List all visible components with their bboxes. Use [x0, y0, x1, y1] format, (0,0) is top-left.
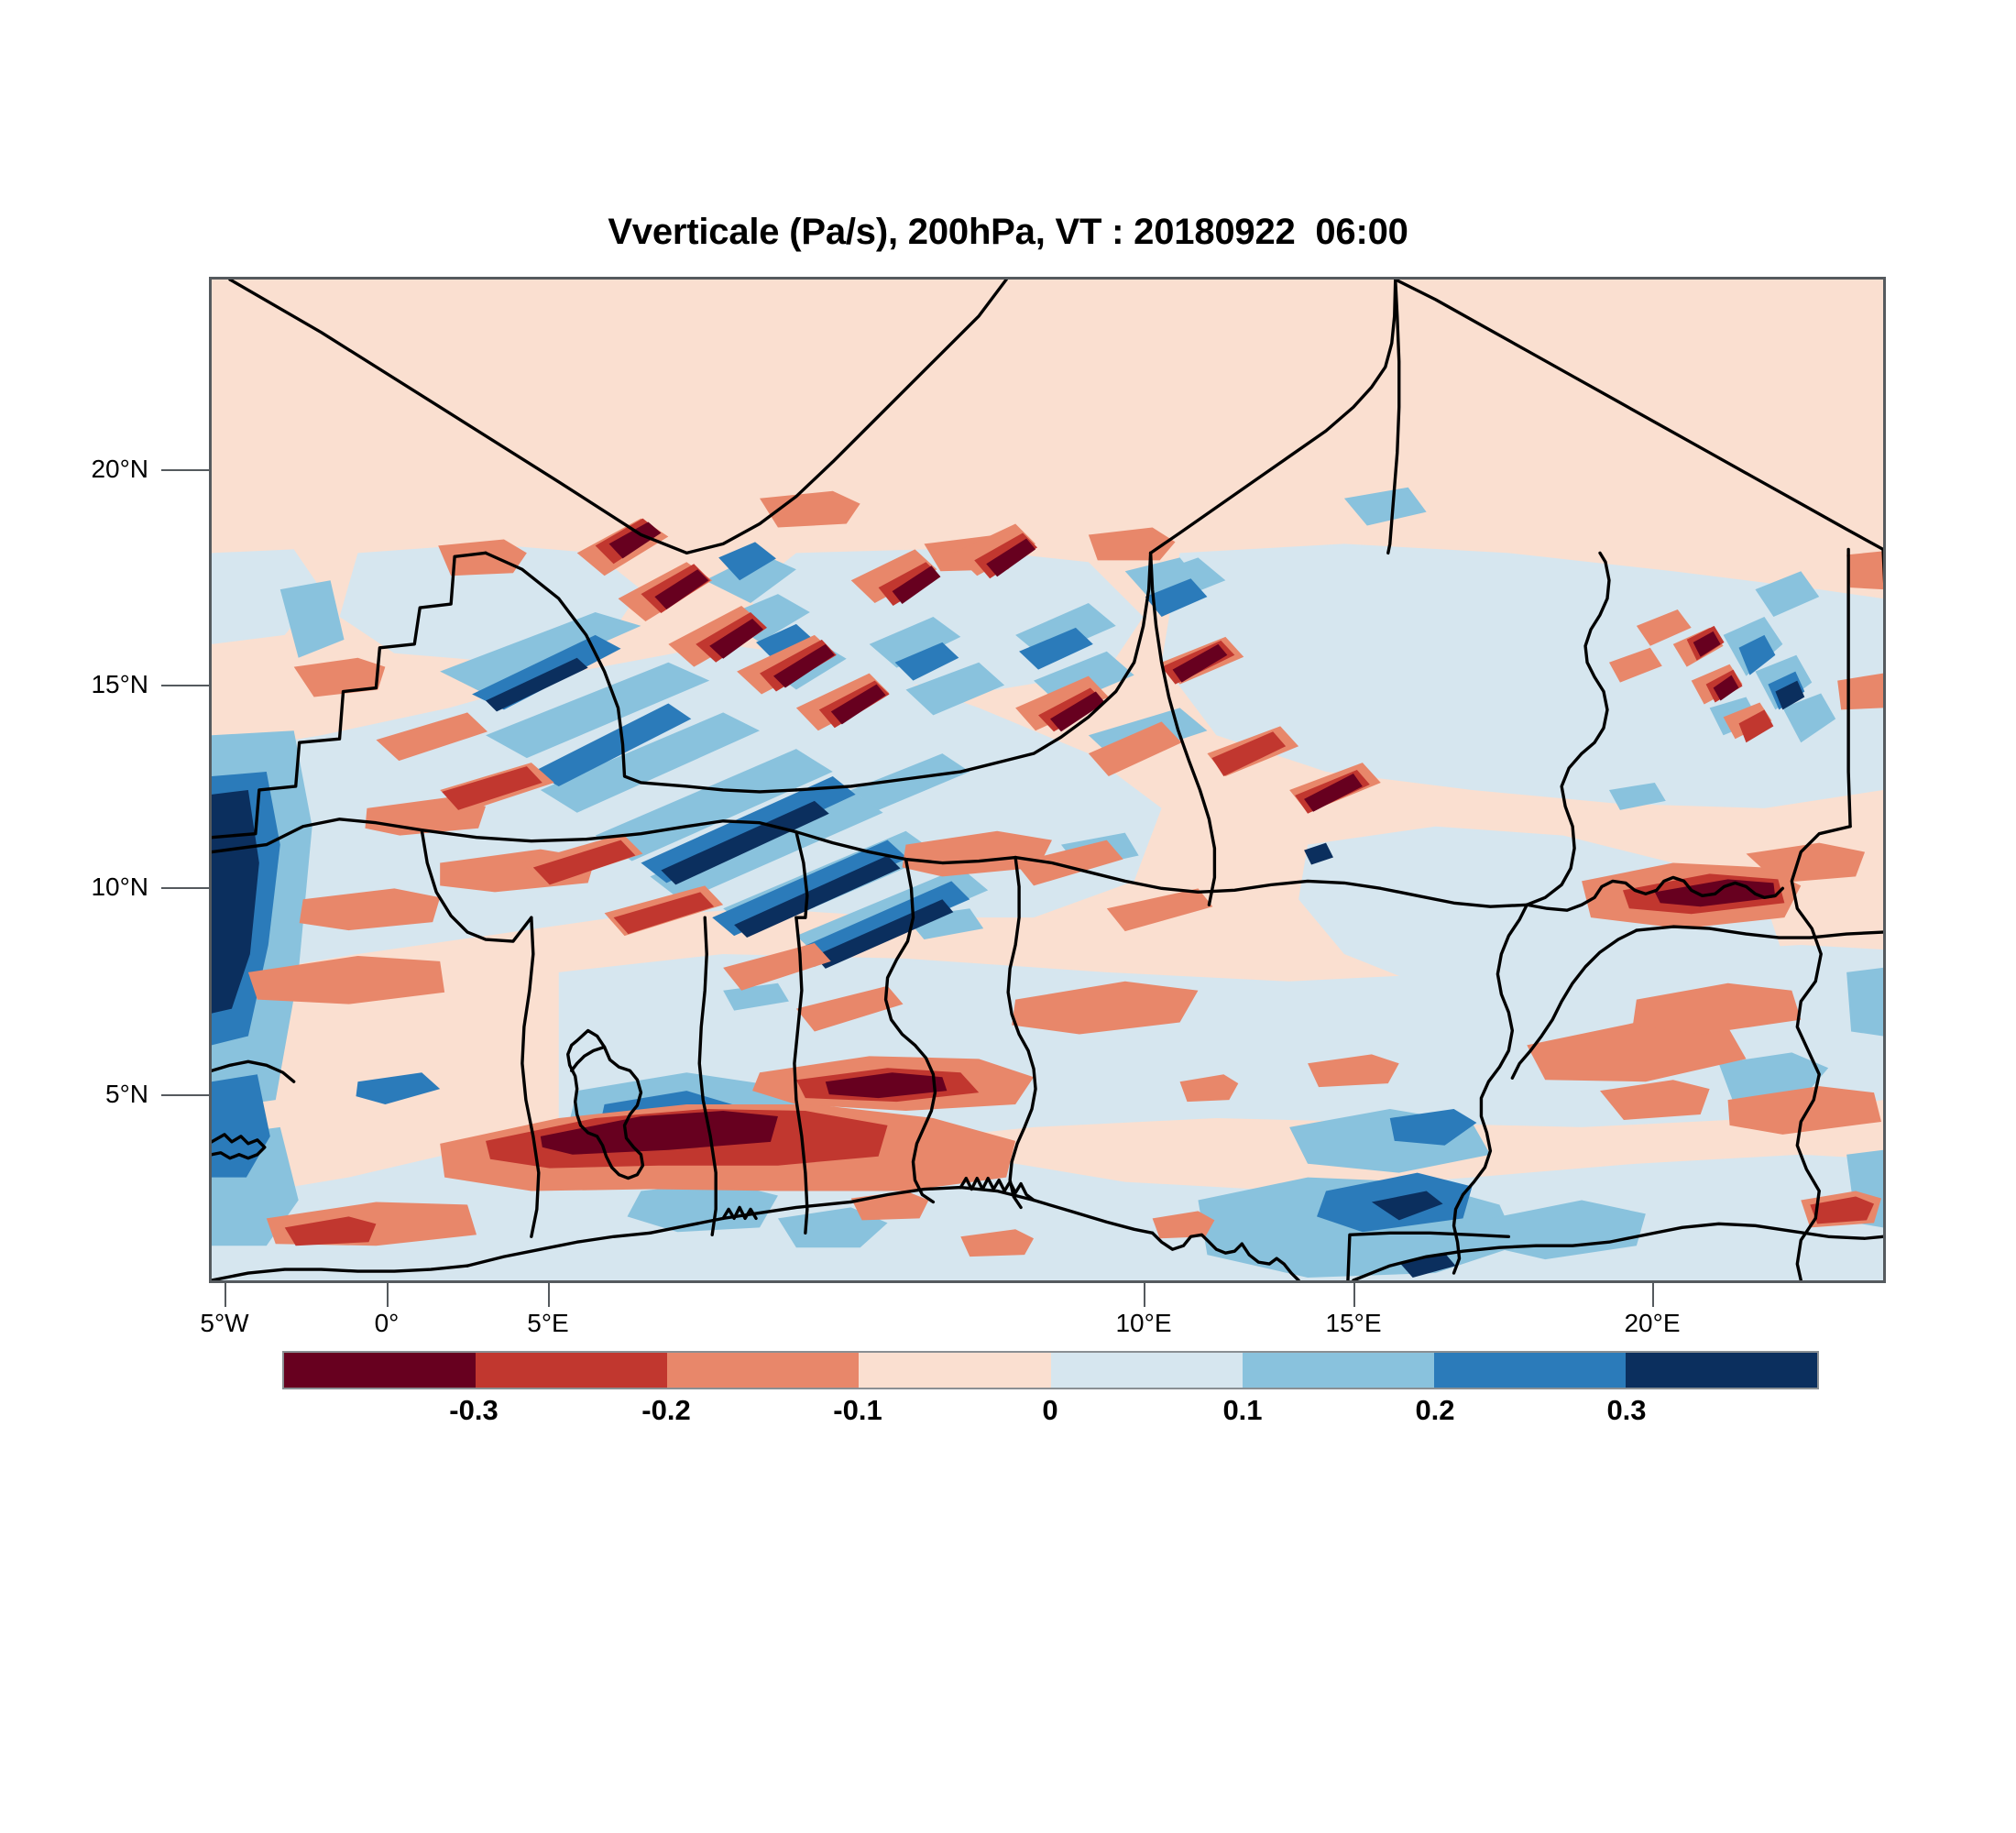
colorbar-label-m02: -0.2 [641, 1394, 691, 1426]
colorbar-band-6 [1433, 1353, 1626, 1388]
colorbar-band-5 [1242, 1353, 1434, 1388]
y-tick-2 [161, 887, 209, 889]
colorbar-label-p02: 0.2 [1415, 1394, 1455, 1426]
colorbar-label-m01: -0.1 [833, 1394, 882, 1426]
colorbar-band-7 [1625, 1353, 1817, 1388]
colorbar-band-0 [284, 1353, 477, 1388]
colorbar-label-m03: -0.3 [449, 1394, 499, 1426]
y-tick-1 [161, 685, 209, 686]
colorbar-band-2 [667, 1353, 860, 1388]
x-tick-1 [387, 1283, 389, 1307]
x-tick-4 [1353, 1283, 1355, 1307]
colorbar-band-4 [1050, 1353, 1243, 1388]
x-axis-label-5e: 5°E [527, 1309, 569, 1337]
x-axis-label-10e: 10°E [1115, 1309, 1172, 1337]
colorbar-band-1 [476, 1353, 668, 1388]
y-axis-label-5n: 5°N [105, 1080, 148, 1108]
map-plot-area[interactable] [209, 277, 1886, 1283]
page-title: Vverticale (Pa/s), 200hPa, VT : 20180922… [608, 212, 1408, 252]
x-tick-5 [1652, 1283, 1654, 1307]
colorbar-band-3 [859, 1353, 1051, 1388]
y-tick-3 [161, 1094, 209, 1096]
colorbar-label-p01: 0.1 [1222, 1394, 1263, 1426]
x-tick-3 [1144, 1283, 1145, 1307]
y-axis-label-15n: 15°N [91, 670, 148, 698]
x-axis-label-5w: 5°W [200, 1309, 249, 1337]
colorbar[interactable] [282, 1351, 1819, 1389]
contour-field [212, 280, 1883, 1280]
y-tick-0 [161, 469, 209, 471]
contour-svg [212, 280, 1883, 1280]
x-axis-label-0: 0° [374, 1309, 400, 1337]
x-tick-2 [548, 1283, 550, 1307]
colorbar-label-0: 0 [1042, 1394, 1058, 1426]
x-tick-0 [225, 1283, 226, 1307]
x-axis-label-15e: 15°E [1325, 1309, 1382, 1337]
colorbar-label-p03: 0.3 [1606, 1394, 1647, 1426]
y-axis-label-20n: 20°N [91, 455, 148, 483]
x-axis-label-20e: 20°E [1624, 1309, 1681, 1337]
y-axis-label-10n: 10°N [91, 873, 148, 901]
